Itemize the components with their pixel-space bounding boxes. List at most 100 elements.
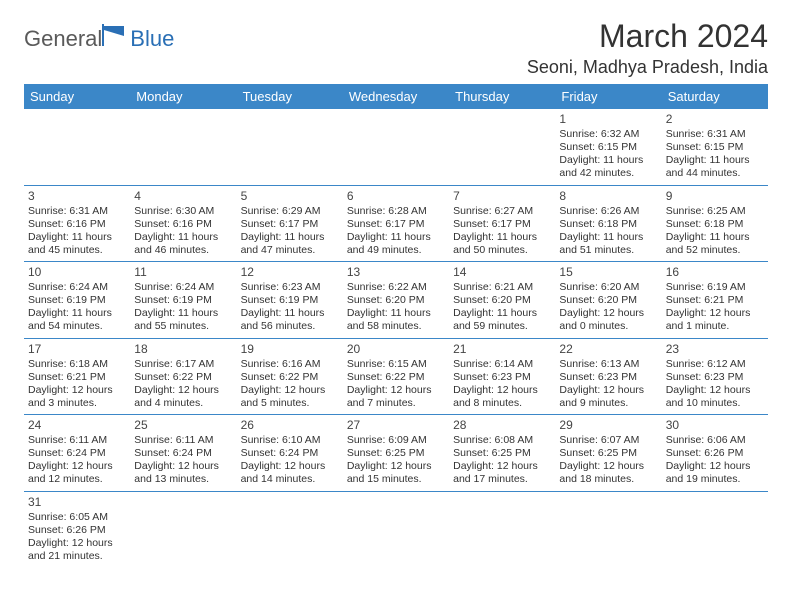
day-info-line: and 49 minutes. (347, 244, 445, 257)
calendar-day-cell: 11Sunrise: 6:24 AMSunset: 6:19 PMDayligh… (130, 262, 236, 339)
day-info-line: Daylight: 12 hours (241, 460, 339, 473)
calendar-day-cell: 28Sunrise: 6:08 AMSunset: 6:25 PMDayligh… (449, 415, 555, 492)
day-number: 24 (28, 418, 126, 433)
day-info-line: Sunset: 6:18 PM (559, 218, 657, 231)
calendar-empty-cell (343, 109, 449, 185)
day-info-line: Sunset: 6:16 PM (28, 218, 126, 231)
day-info-line: Daylight: 11 hours (134, 307, 232, 320)
day-info-line: Sunset: 6:22 PM (134, 371, 232, 384)
day-number: 20 (347, 342, 445, 357)
day-info-line: Sunrise: 6:19 AM (666, 281, 764, 294)
day-info-line: and 7 minutes. (347, 397, 445, 410)
day-info-line: Sunrise: 6:31 AM (666, 128, 764, 141)
day-info-line: and 4 minutes. (134, 397, 232, 410)
day-info-line: and 19 minutes. (666, 473, 764, 486)
calendar-day-cell: 30Sunrise: 6:06 AMSunset: 6:26 PMDayligh… (662, 415, 768, 492)
day-info-line: Sunset: 6:16 PM (134, 218, 232, 231)
day-info-line: Sunset: 6:26 PM (666, 447, 764, 460)
calendar-day-cell: 9Sunrise: 6:25 AMSunset: 6:18 PMDaylight… (662, 185, 768, 262)
day-info-line: Sunrise: 6:11 AM (134, 434, 232, 447)
day-number: 3 (28, 189, 126, 204)
day-info-line: Sunset: 6:25 PM (559, 447, 657, 460)
calendar-week-row: 10Sunrise: 6:24 AMSunset: 6:19 PMDayligh… (24, 262, 768, 339)
day-info-line: Sunrise: 6:28 AM (347, 205, 445, 218)
calendar-day-cell: 27Sunrise: 6:09 AMSunset: 6:25 PMDayligh… (343, 415, 449, 492)
day-number: 28 (453, 418, 551, 433)
day-number: 17 (28, 342, 126, 357)
day-number: 22 (559, 342, 657, 357)
weekday-header: Saturday (662, 84, 768, 109)
day-info-line: Sunset: 6:17 PM (241, 218, 339, 231)
calendar-day-cell: 21Sunrise: 6:14 AMSunset: 6:23 PMDayligh… (449, 338, 555, 415)
day-info-line: and 15 minutes. (347, 473, 445, 486)
day-info-line: Sunset: 6:26 PM (28, 524, 126, 537)
calendar-empty-cell (130, 491, 236, 567)
day-number: 26 (241, 418, 339, 433)
calendar-day-cell: 31Sunrise: 6:05 AMSunset: 6:26 PMDayligh… (24, 491, 130, 567)
day-number: 4 (134, 189, 232, 204)
day-info-line: and 0 minutes. (559, 320, 657, 333)
brand-logo: General Blue (24, 18, 174, 52)
day-info-line: Sunrise: 6:06 AM (666, 434, 764, 447)
day-number: 14 (453, 265, 551, 280)
day-number: 18 (134, 342, 232, 357)
day-info-line: and 54 minutes. (28, 320, 126, 333)
calendar-empty-cell (237, 491, 343, 567)
day-info-line: Daylight: 11 hours (347, 307, 445, 320)
day-info-line: Sunset: 6:21 PM (28, 371, 126, 384)
day-info-line: Sunrise: 6:22 AM (347, 281, 445, 294)
day-info-line: Sunrise: 6:14 AM (453, 358, 551, 371)
calendar-day-cell: 4Sunrise: 6:30 AMSunset: 6:16 PMDaylight… (130, 185, 236, 262)
day-info-line: Sunset: 6:19 PM (134, 294, 232, 307)
day-info-line: Sunrise: 6:26 AM (559, 205, 657, 218)
day-info-line: and 51 minutes. (559, 244, 657, 257)
day-number: 7 (453, 189, 551, 204)
day-info-line: Sunrise: 6:08 AM (453, 434, 551, 447)
day-info-line: Sunrise: 6:20 AM (559, 281, 657, 294)
day-info-line: Sunset: 6:21 PM (666, 294, 764, 307)
day-info-line: Daylight: 11 hours (666, 154, 764, 167)
calendar-day-cell: 13Sunrise: 6:22 AMSunset: 6:20 PMDayligh… (343, 262, 449, 339)
calendar-day-cell: 5Sunrise: 6:29 AMSunset: 6:17 PMDaylight… (237, 185, 343, 262)
day-info-line: Sunrise: 6:23 AM (241, 281, 339, 294)
day-info-line: Sunset: 6:24 PM (241, 447, 339, 460)
day-number: 8 (559, 189, 657, 204)
day-number: 27 (347, 418, 445, 433)
day-info-line: and 56 minutes. (241, 320, 339, 333)
day-info-line: Sunset: 6:17 PM (347, 218, 445, 231)
day-info-line: Daylight: 12 hours (453, 460, 551, 473)
calendar-empty-cell (343, 491, 449, 567)
day-info-line: Daylight: 11 hours (241, 231, 339, 244)
day-info-line: Sunset: 6:24 PM (134, 447, 232, 460)
day-number: 25 (134, 418, 232, 433)
day-info-line: Sunrise: 6:17 AM (134, 358, 232, 371)
calendar-day-cell: 3Sunrise: 6:31 AMSunset: 6:16 PMDaylight… (24, 185, 130, 262)
day-info-line: and 10 minutes. (666, 397, 764, 410)
day-info-line: Daylight: 12 hours (666, 307, 764, 320)
day-info-line: Sunset: 6:15 PM (559, 141, 657, 154)
day-info-line: Daylight: 11 hours (559, 154, 657, 167)
day-info-line: Daylight: 11 hours (28, 231, 126, 244)
day-info-line: Sunrise: 6:09 AM (347, 434, 445, 447)
day-info-line: and 45 minutes. (28, 244, 126, 257)
day-info-line: and 1 minute. (666, 320, 764, 333)
calendar-day-cell: 14Sunrise: 6:21 AMSunset: 6:20 PMDayligh… (449, 262, 555, 339)
day-info-line: Sunset: 6:25 PM (453, 447, 551, 460)
day-info-line: and 5 minutes. (241, 397, 339, 410)
day-info-line: Daylight: 11 hours (559, 231, 657, 244)
day-info-line: and 13 minutes. (134, 473, 232, 486)
day-info-line: and 17 minutes. (453, 473, 551, 486)
day-info-line: and 47 minutes. (241, 244, 339, 257)
calendar-day-cell: 24Sunrise: 6:11 AMSunset: 6:24 PMDayligh… (24, 415, 130, 492)
day-number: 23 (666, 342, 764, 357)
day-info-line: Sunset: 6:19 PM (241, 294, 339, 307)
day-info-line: Daylight: 12 hours (28, 537, 126, 550)
day-info-line: Sunset: 6:20 PM (453, 294, 551, 307)
day-info-line: Daylight: 12 hours (28, 384, 126, 397)
day-info-line: Daylight: 12 hours (666, 384, 764, 397)
day-info-line: and 42 minutes. (559, 167, 657, 180)
calendar-day-cell: 15Sunrise: 6:20 AMSunset: 6:20 PMDayligh… (555, 262, 661, 339)
calendar-day-cell: 1Sunrise: 6:32 AMSunset: 6:15 PMDaylight… (555, 109, 661, 185)
calendar-empty-cell (449, 491, 555, 567)
day-info-line: Sunset: 6:23 PM (453, 371, 551, 384)
